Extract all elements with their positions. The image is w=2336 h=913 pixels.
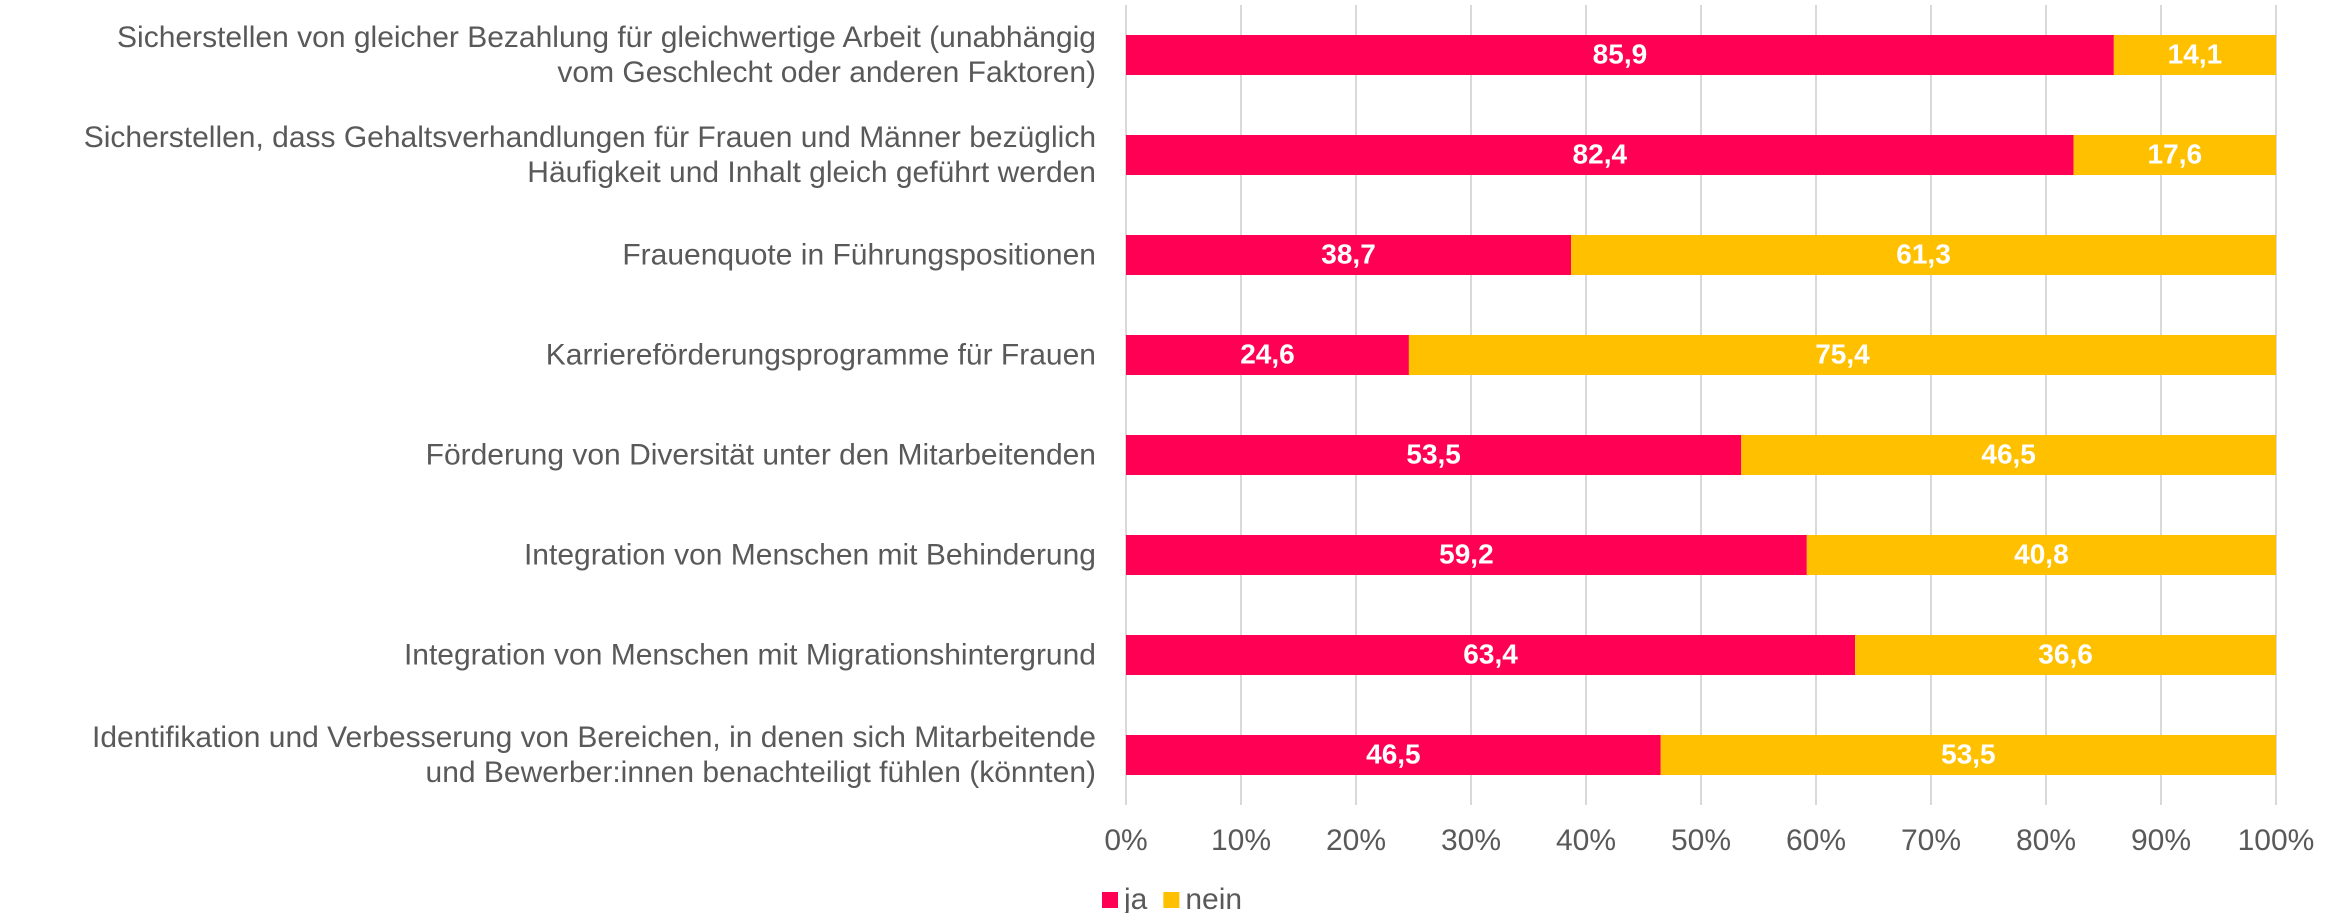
data-label: 53,5 bbox=[1406, 438, 1461, 469]
category-label: Karriereförderungsprogramme für Frauen bbox=[545, 338, 1096, 372]
legend-swatch bbox=[1163, 892, 1180, 908]
bar-segment bbox=[1126, 635, 1856, 675]
data-label: 59,2 bbox=[1439, 538, 1494, 569]
bar-segment bbox=[1126, 135, 2074, 175]
data-label: 63,4 bbox=[1463, 638, 1518, 669]
x-tick-label: 100% bbox=[2238, 824, 2315, 857]
bar-segment bbox=[1126, 735, 1661, 775]
legend-label: nein bbox=[1185, 883, 1242, 913]
data-label: 82,4 bbox=[1573, 138, 1628, 169]
category-label: Sicherstellen von gleicher Bezahlung für… bbox=[117, 21, 1096, 89]
data-label: 14,1 bbox=[2168, 38, 2223, 69]
data-label: 61,3 bbox=[1896, 238, 1951, 269]
data-label: 24,6 bbox=[1240, 338, 1295, 369]
category-label: Förderung von Diversität unter den Mitar… bbox=[425, 438, 1096, 472]
legend-swatch bbox=[1102, 892, 1118, 908]
category-label: Integration von Menschen mit Migrationsh… bbox=[403, 638, 1096, 672]
bar-segment bbox=[1855, 635, 2276, 675]
bar-segment bbox=[1126, 335, 1409, 375]
x-tick-label: 50% bbox=[1671, 824, 1731, 857]
bar-segment bbox=[1408, 335, 2276, 375]
bar-segment bbox=[1660, 735, 2276, 775]
bar-segment bbox=[2073, 135, 2276, 175]
x-tick-label: 70% bbox=[1901, 824, 1961, 857]
x-tick-label: 20% bbox=[1326, 824, 1386, 857]
data-label: 40,8 bbox=[2014, 538, 2069, 569]
category-label: Identifikation und Verbesserung von Bere… bbox=[92, 721, 1096, 789]
legend-label: ja bbox=[1123, 883, 1148, 913]
bar-segment bbox=[1126, 435, 1742, 475]
bar-segment bbox=[1571, 235, 2276, 275]
bar-segment bbox=[1126, 35, 2114, 75]
bar-segment bbox=[2113, 35, 2276, 75]
bar-segment bbox=[1126, 535, 1807, 575]
x-tick-label: 80% bbox=[2016, 824, 2076, 857]
bar-segment bbox=[1741, 435, 2276, 475]
x-tick-label: 0% bbox=[1104, 824, 1147, 857]
data-label: 17,6 bbox=[2148, 138, 2203, 169]
x-tick-label: 90% bbox=[2131, 824, 2191, 857]
data-label: 85,9 bbox=[1593, 38, 1648, 69]
data-label: 38,7 bbox=[1321, 238, 1376, 269]
data-label: 36,6 bbox=[2038, 638, 2093, 669]
x-tick-label: 60% bbox=[1786, 824, 1846, 857]
x-tick-label: 30% bbox=[1441, 824, 1501, 857]
bar-segment bbox=[1126, 235, 1572, 275]
data-label: 46,5 bbox=[1366, 738, 1421, 769]
category-label: Integration von Menschen mit Behinderung bbox=[523, 538, 1096, 572]
category-label: Sicherstellen, dass Gehaltsverhandlungen… bbox=[83, 121, 1096, 189]
data-label: 75,4 bbox=[1815, 338, 1870, 369]
x-tick-label: 40% bbox=[1556, 824, 1616, 857]
category-label: Frauenquote in Führungspositionen bbox=[622, 238, 1096, 272]
x-tick-label: 10% bbox=[1211, 824, 1271, 857]
bar-segment bbox=[1806, 535, 2276, 575]
data-label: 46,5 bbox=[1981, 438, 2036, 469]
data-label: 53,5 bbox=[1941, 738, 1996, 769]
